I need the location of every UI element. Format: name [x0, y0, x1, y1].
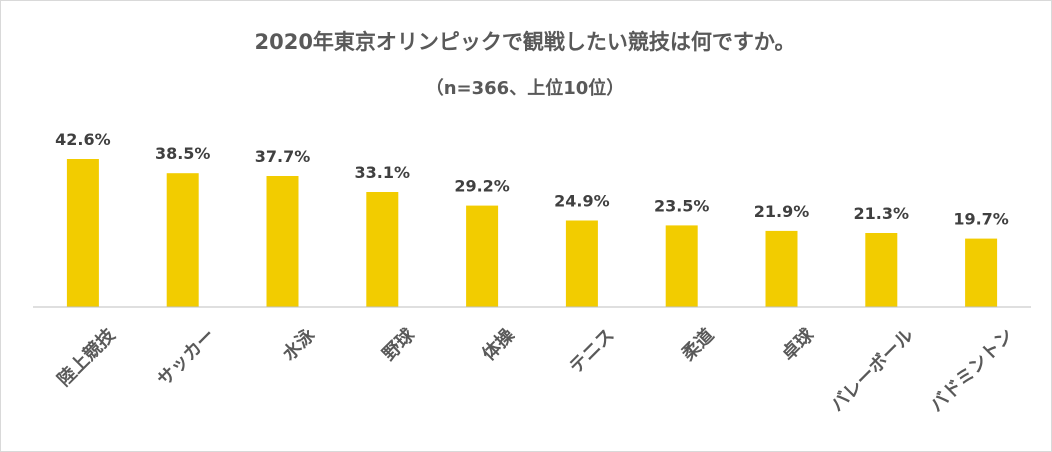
- value-label-1: 42.6%: [55, 130, 111, 149]
- category-label-10: バドミントン: [926, 325, 1018, 417]
- value-label-2: 38.5%: [155, 144, 211, 163]
- category-label-6: テニス: [565, 325, 618, 378]
- bar-9: [865, 233, 898, 307]
- chart-subtitle: （n=366、上位10位）: [426, 77, 625, 99]
- category-label-3: 水泳: [278, 323, 320, 365]
- value-label-9: 21.3%: [854, 204, 910, 223]
- value-labels-group: 42.6% 38.5% 37.7% 33.1% 29.2% 24.9% 23.5% 21.9%…: [55, 130, 1009, 229]
- bar-2: [166, 173, 199, 307]
- category-label-2: サッカー: [154, 325, 220, 391]
- value-label-10: 19.7%: [953, 210, 1009, 229]
- bar-5: [466, 205, 499, 307]
- category-label-4: 野球: [379, 324, 420, 365]
- bar-4: [366, 192, 399, 307]
- value-label-3: 37.7%: [255, 147, 311, 166]
- bar-7: [665, 225, 698, 307]
- value-label-7: 23.5%: [654, 196, 710, 215]
- category-label-9: バレーボール: [827, 325, 918, 416]
- category-label-1: 陸上競技: [53, 323, 120, 390]
- bar-6: [565, 220, 598, 307]
- bar-8: [765, 230, 798, 307]
- value-label-5: 29.2%: [454, 177, 510, 196]
- bars-group: [66, 159, 998, 307]
- bar-3: [266, 176, 299, 307]
- value-label-8: 21.9%: [754, 202, 810, 221]
- chart-title: 2020年東京オリンピックで観戦したい競技は何ですか。: [254, 30, 795, 54]
- category-label-7: 柔道: [677, 324, 718, 365]
- category-label-5: 体操: [478, 323, 520, 365]
- category-labels-group: 陸上競技 サッカー 水泳 野球 体操 テニス 柔道 卓球 バレーボール バドミントン: [53, 323, 1018, 416]
- value-label-6: 24.9%: [554, 192, 610, 211]
- category-label-8: 卓球: [777, 323, 819, 365]
- bar-10: [965, 238, 998, 307]
- bar-1: [66, 159, 99, 307]
- value-label-4: 33.1%: [355, 163, 411, 182]
